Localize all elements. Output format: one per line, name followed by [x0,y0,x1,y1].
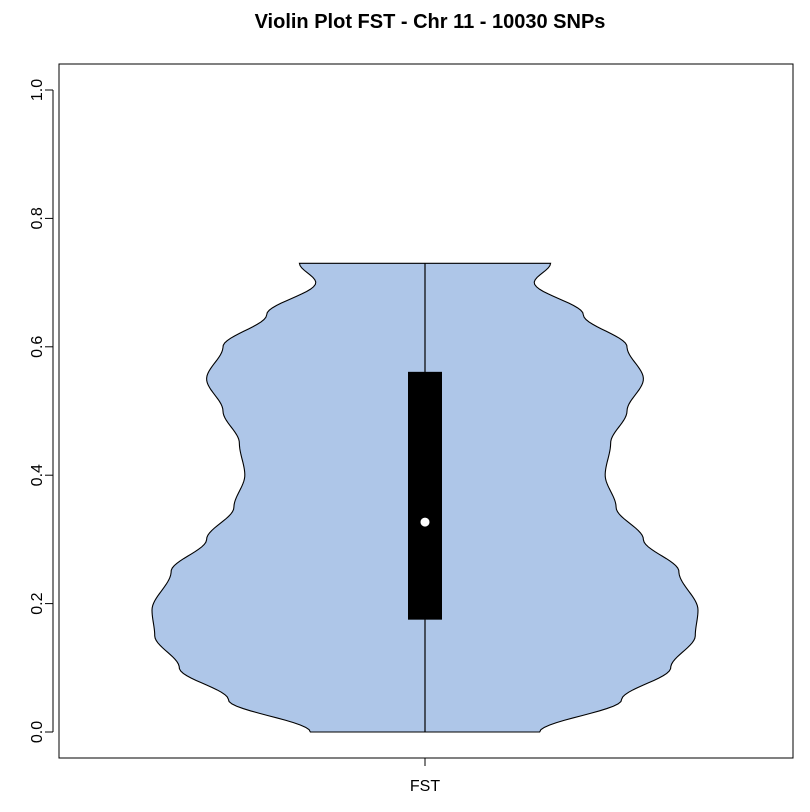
iqr-box [408,371,442,620]
y-tick-label: 0.8 [29,207,46,229]
x-tick-label: FST [410,778,440,795]
x-axis: FST [410,758,440,795]
y-tick-label: 0.6 [29,336,46,358]
violin-group [151,262,699,733]
y-tick-label: 0.4 [29,464,46,486]
y-tick-label: 0.0 [29,721,46,743]
plot-frame [58,63,794,759]
median-dot [420,517,430,527]
y-axis: 0.0 0.2 0.4 0.6 0.8 1.0 [29,79,54,743]
y-tick-label: 1.0 [29,79,46,101]
chart-title: Violin Plot FST - Chr 11 - 10030 SNPs [255,11,606,33]
y-tick-label: 0.2 [29,592,46,614]
